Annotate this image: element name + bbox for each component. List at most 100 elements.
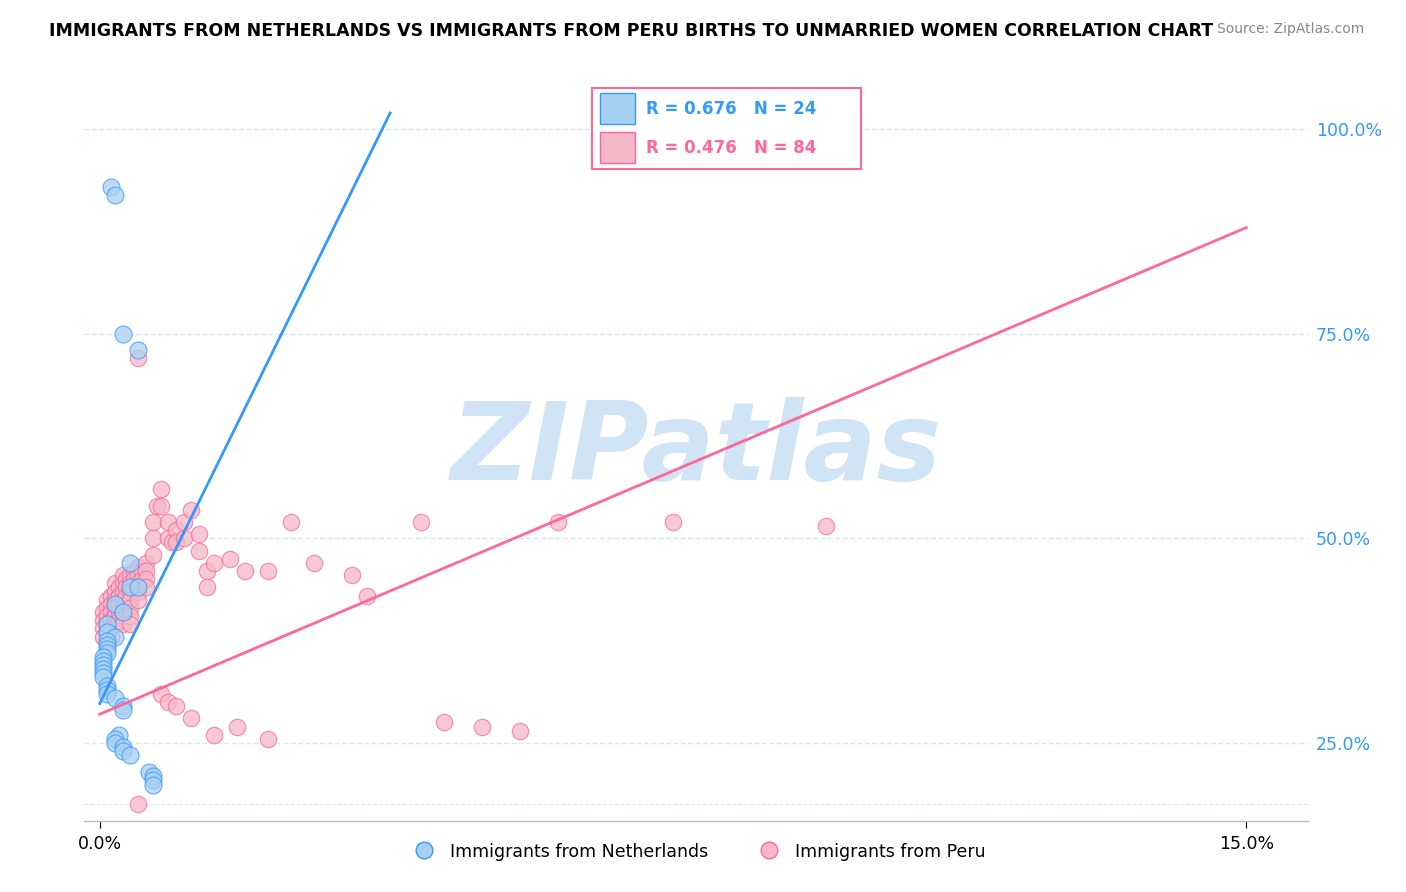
Point	[127, 576, 149, 591]
Point	[96, 641, 118, 656]
Point	[131, 564, 153, 578]
Point	[814, 519, 837, 533]
Point	[157, 695, 180, 709]
Point	[135, 556, 157, 570]
Point	[138, 764, 160, 779]
Point	[111, 609, 134, 624]
Point	[104, 584, 127, 599]
Point	[142, 515, 165, 529]
Point	[111, 744, 134, 758]
Point	[107, 581, 129, 595]
Point	[104, 187, 127, 202]
Point	[202, 556, 225, 570]
Point	[93, 621, 115, 635]
Point	[157, 515, 180, 529]
Point	[104, 630, 127, 644]
Point	[127, 581, 149, 595]
Point	[433, 715, 456, 730]
Point	[195, 564, 218, 578]
Point	[96, 679, 118, 693]
Point	[111, 592, 134, 607]
Point	[142, 532, 165, 546]
Point	[104, 597, 127, 611]
Point	[120, 601, 142, 615]
Point	[120, 584, 142, 599]
Point	[96, 625, 118, 640]
Point	[127, 351, 149, 366]
Point	[142, 779, 165, 793]
Point	[149, 687, 172, 701]
Point	[104, 601, 127, 615]
Text: ZIPatlas: ZIPatlas	[450, 398, 942, 503]
Point	[115, 589, 138, 603]
Point	[111, 601, 134, 615]
Point	[165, 535, 187, 549]
Point	[115, 572, 138, 586]
Point	[173, 532, 195, 546]
Point	[100, 630, 122, 644]
Point	[127, 568, 149, 582]
Point	[471, 720, 494, 734]
Point	[115, 581, 138, 595]
Point	[157, 532, 180, 546]
Point	[96, 609, 118, 624]
Point	[409, 515, 432, 529]
Point	[111, 739, 134, 754]
Point	[100, 589, 122, 603]
Point	[188, 527, 211, 541]
Point	[96, 592, 118, 607]
Point	[111, 699, 134, 714]
Point	[202, 728, 225, 742]
Point	[195, 581, 218, 595]
Point	[165, 699, 187, 714]
Point	[111, 326, 134, 341]
Point	[93, 630, 115, 644]
Point	[188, 543, 211, 558]
Point	[96, 633, 118, 648]
Point	[100, 621, 122, 635]
Point	[93, 658, 115, 673]
Point	[122, 572, 145, 586]
Point	[100, 613, 122, 627]
Point	[662, 515, 685, 529]
Point	[93, 613, 115, 627]
Point	[226, 720, 249, 734]
Point	[104, 736, 127, 750]
Point	[100, 179, 122, 194]
Point	[104, 731, 127, 746]
Point	[111, 617, 134, 632]
Point	[122, 564, 145, 578]
Point	[107, 597, 129, 611]
Point	[104, 576, 127, 591]
Point	[142, 548, 165, 562]
Point	[142, 772, 165, 787]
Point	[96, 646, 118, 660]
Point	[111, 703, 134, 717]
Point	[127, 584, 149, 599]
Point	[96, 682, 118, 697]
Point	[127, 560, 149, 574]
Point	[120, 748, 142, 763]
Point	[93, 666, 115, 681]
Point	[100, 605, 122, 619]
Point	[127, 592, 149, 607]
Point	[131, 572, 153, 586]
Point	[107, 589, 129, 603]
Text: Source: ZipAtlas.com: Source: ZipAtlas.com	[1216, 22, 1364, 37]
Point	[180, 711, 202, 725]
Point	[142, 769, 165, 783]
Point	[96, 617, 118, 632]
Point	[340, 568, 363, 582]
Point	[96, 638, 118, 652]
Point	[96, 617, 118, 632]
Point	[111, 605, 134, 619]
Point	[120, 617, 142, 632]
Point	[120, 568, 142, 582]
Point	[104, 690, 127, 705]
Point	[135, 564, 157, 578]
Point	[547, 515, 569, 529]
Point	[257, 731, 280, 746]
Point	[111, 576, 134, 591]
Point	[120, 556, 142, 570]
Point	[356, 589, 378, 603]
